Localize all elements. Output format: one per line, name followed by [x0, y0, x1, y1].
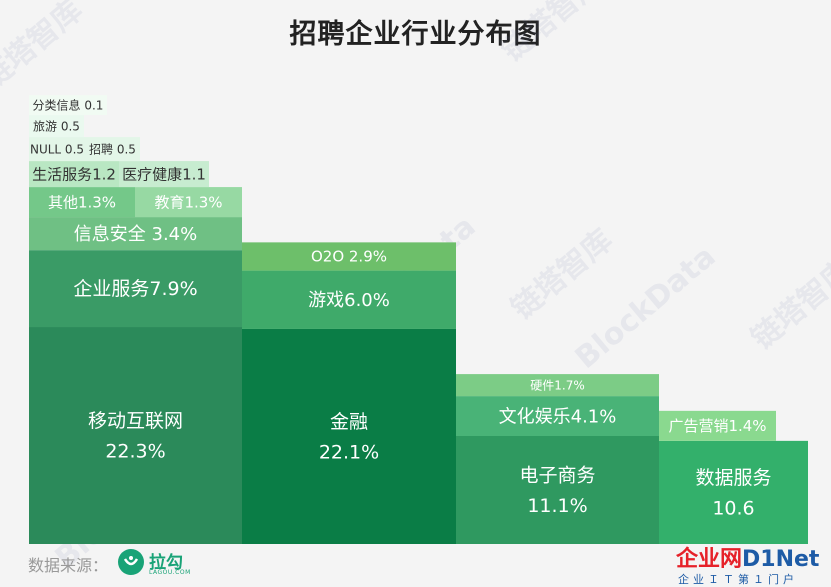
bar-block-金融	[242, 328, 456, 544]
bar-label-其他: 其他1.3%	[48, 193, 116, 211]
lagou-logo-subtext: LAGOU.COM	[149, 569, 191, 576]
brand-part1: 企业网	[676, 547, 743, 572]
bar-label-硬件: 硬件1.7%	[530, 378, 585, 392]
lagou-logo-icon	[118, 549, 144, 575]
bar-block-医疗健康	[119, 161, 209, 188]
bar-block-硬件	[456, 374, 659, 397]
bar-label-生活服务: 生活服务1.2	[32, 165, 116, 183]
bar-label-电子商务-1: 11.1%	[527, 495, 587, 517]
brand-tagline: 企业ＩＴ第１门户	[678, 573, 798, 586]
bar-label-金融-0: 金融	[330, 411, 368, 433]
source-label: 数据来源：	[28, 556, 109, 575]
lagou-logo: 拉勾 LAGOU.COM	[118, 547, 191, 579]
bar-block-广告营销	[659, 410, 776, 441]
bar-label-旅游: 旅游 0.5	[33, 119, 80, 133]
bar-block-游戏	[242, 270, 456, 329]
bar-label-电子商务-0: 电子商务	[519, 464, 595, 486]
bar-block-移动互联网	[29, 327, 242, 544]
bar-label-移动互联网-0: 移动互联网	[88, 410, 183, 432]
bar-block-旅游	[29, 115, 84, 138]
bar-label-金融-1: 22.1%	[319, 441, 379, 463]
bar-block-生活服务	[29, 161, 119, 188]
bar-block-其他	[29, 187, 135, 218]
bar-label-数据服务-1: 10.6	[712, 497, 754, 519]
bar-block-招聘	[85, 137, 140, 162]
bar-block-电子商务	[456, 435, 659, 544]
bar-label-信息安全: 信息安全 3.4%	[74, 224, 197, 245]
bar-label-教育: 教育1.3%	[154, 193, 222, 211]
bar-label-招聘: 招聘 0.5	[89, 142, 136, 156]
brand-part2: D1Net	[742, 547, 820, 572]
bar-label-文化娱乐: 文化娱乐4.1%	[499, 406, 617, 427]
bar-label-NULL: NULL 0.5	[30, 142, 84, 156]
bar-block-信息安全	[29, 217, 242, 251]
bar-block-NULL	[29, 137, 85, 162]
bar-label-广告营销: 广告营销1.4%	[668, 417, 766, 435]
bar-label-移动互联网-1: 22.3%	[105, 440, 165, 462]
bar-label-医疗健康: 医疗健康1.1	[122, 165, 206, 183]
d1net-brand-logo: 企业网D1Net 企业ＩＴ第１门户	[676, 541, 820, 586]
bar-label-O2O: O2O 2.9%	[311, 248, 387, 266]
bar-block-O2O	[242, 242, 456, 271]
bar-block-分类信息	[29, 95, 107, 116]
chart-title: 招聘企业行业分布图	[289, 19, 542, 50]
bar-label-企业服务: 企业服务7.9%	[73, 278, 197, 300]
lagou-logo-text: 拉勾	[149, 553, 183, 573]
bar-block-文化娱乐	[456, 396, 659, 436]
bar-label-数据服务-0: 数据服务	[695, 467, 771, 489]
bar-label-游戏: 游戏6.0%	[308, 290, 390, 311]
bar-block-企业服务	[29, 250, 242, 328]
bar-block-教育	[135, 187, 242, 218]
bar-block-数据服务	[659, 440, 808, 544]
bar-label-分类信息: 分类信息 0.1	[33, 97, 104, 112]
